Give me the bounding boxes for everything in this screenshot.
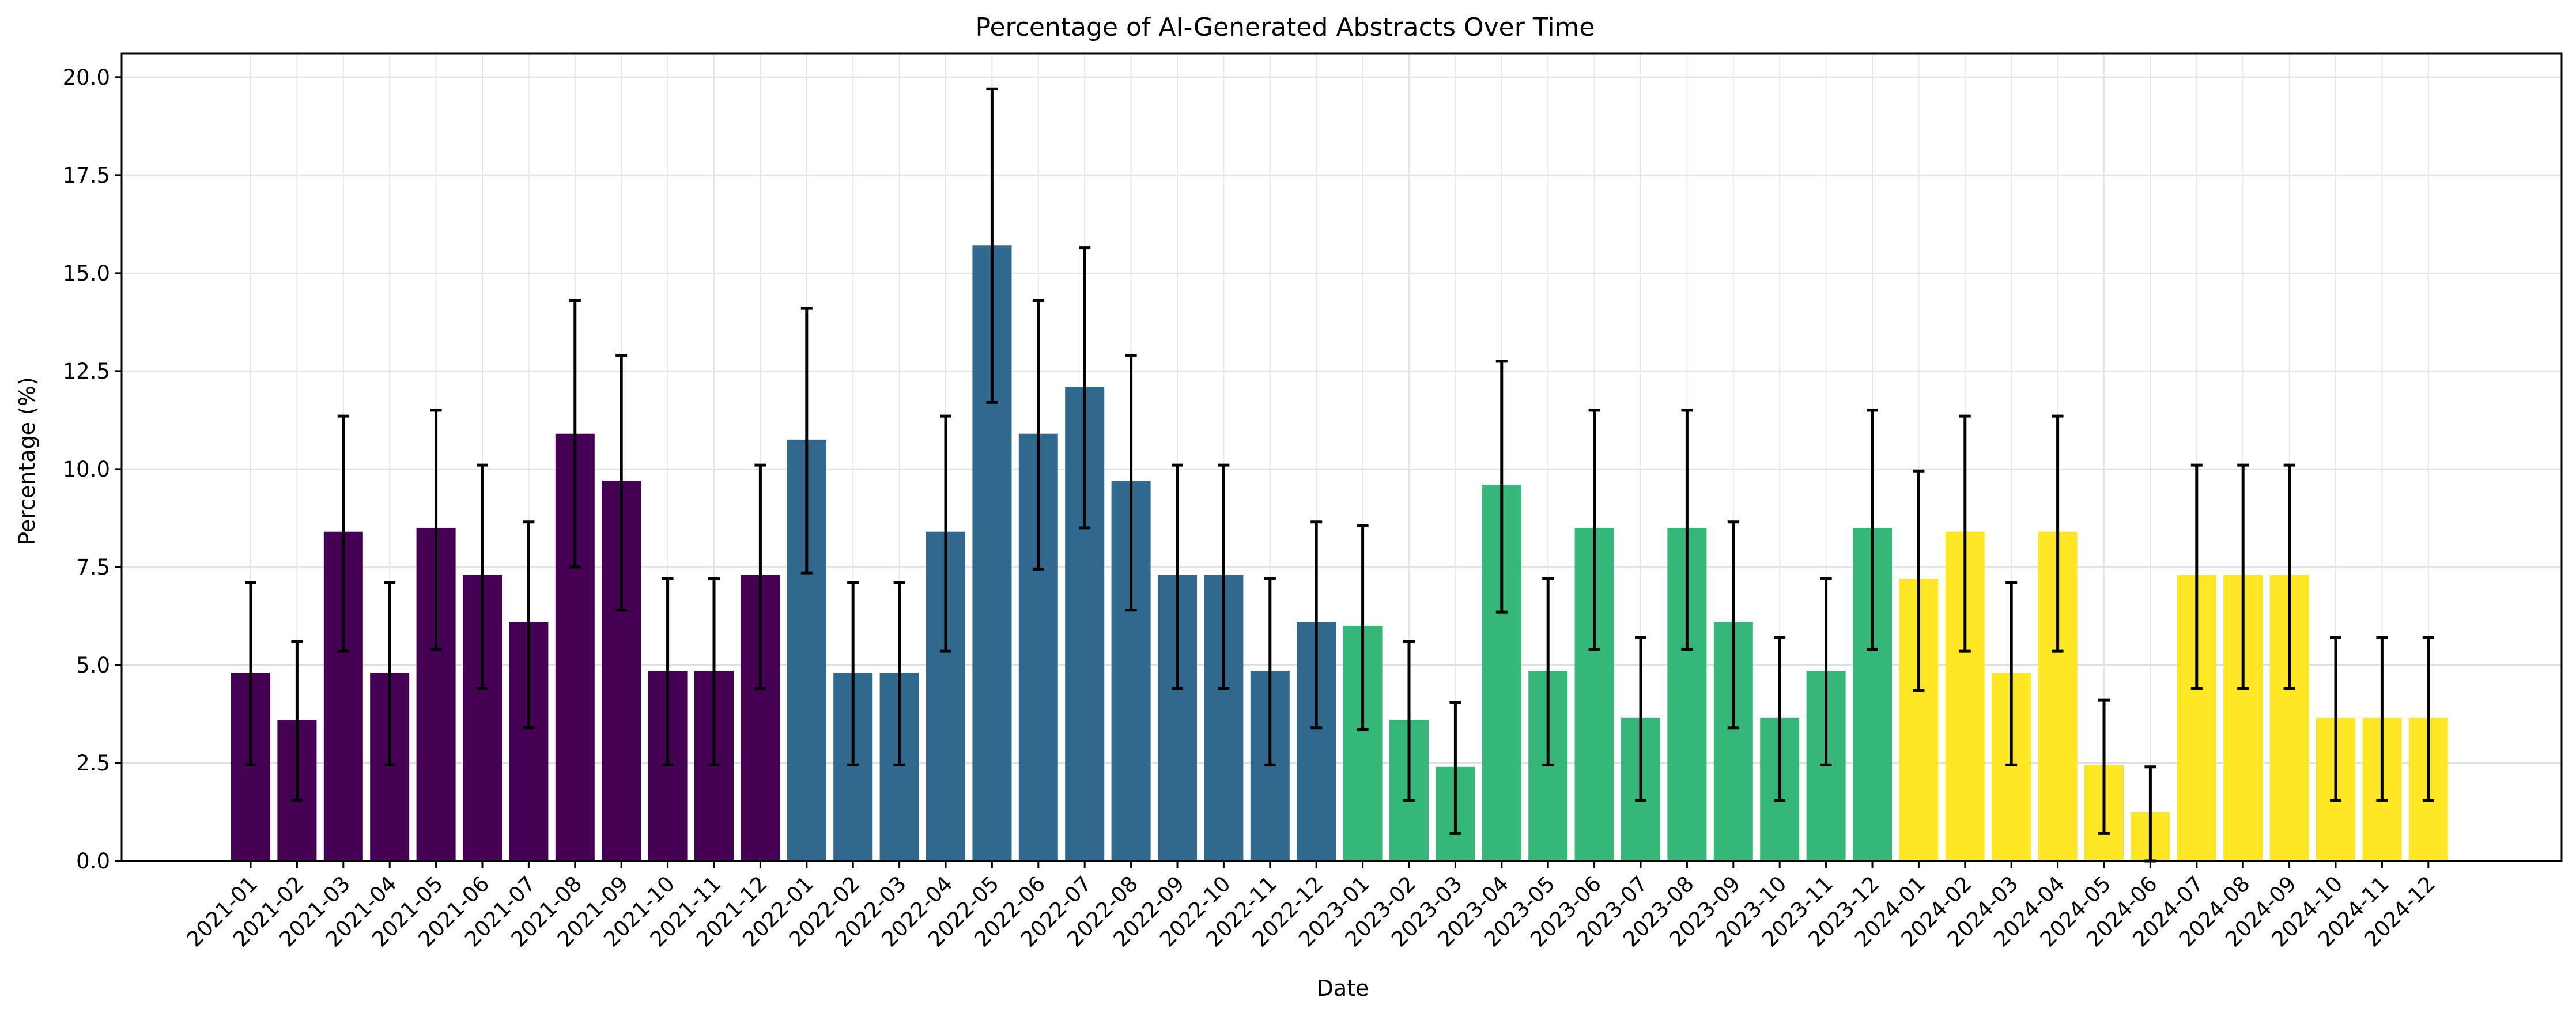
error-bar [1079,246,1091,530]
error-bar [1774,636,1786,802]
error-bar [1172,463,1183,690]
error-bar [384,581,396,766]
error-bar [1403,640,1415,802]
error-bar [2098,698,2110,835]
error-bar [1588,409,1600,651]
y-tick-label: 5.0 [76,653,110,678]
error-bar [893,581,905,766]
error-bar [2237,463,2249,690]
error-bar [2330,636,2341,802]
error-bar [754,463,766,690]
y-tick-label: 12.5 [63,359,110,384]
y-tick-label: 0.0 [76,849,110,874]
error-bar [800,307,813,575]
error-bars [245,87,2434,863]
y-axis-ticks: 0.0 2.5 5.0 7.5 10.0 12.5 15.0 17.5 20.0 [63,65,122,874]
error-bar [1635,636,1646,802]
error-bar [1264,577,1276,766]
error-bar [1542,577,1554,766]
error-bar [569,299,581,569]
plot-frame [120,52,2563,862]
error-bar [1959,414,1971,653]
error-bar [2376,636,2388,802]
error-bar [1681,409,1693,651]
error-bar [245,581,256,766]
error-bar [615,354,628,612]
error-bar [1727,520,1739,730]
error-bar [523,520,535,730]
error-bar [2005,581,2018,766]
error-bar [477,463,488,690]
error-bar [986,87,998,404]
x-axis-label: Date [1317,976,1369,1001]
error-bar [337,414,349,653]
error-bar [662,577,674,766]
error-bar [1125,354,1137,612]
error-bar [1495,360,1508,614]
error-bar [2190,463,2203,690]
error-bar [1310,520,1323,730]
error-bar [2422,636,2434,802]
error-bar [430,409,442,651]
error-bar [1218,463,1230,690]
y-axis-label: Percentage (%) [14,377,40,545]
y-tick-label: 17.5 [63,163,110,188]
error-bar [1820,577,1832,766]
chart-title: Percentage of AI-Generated Abstracts Ove… [976,13,1595,42]
error-bar [2052,414,2064,653]
error-bar [940,414,951,653]
error-bar [1449,701,1461,835]
error-bar [1867,409,1878,651]
error-bar [1032,299,1044,571]
error-bar [1357,524,1369,731]
error-bar [2283,463,2295,690]
error-bar [708,577,720,766]
y-tick-label: 10.0 [63,457,110,482]
error-bar [847,581,859,766]
y-tick-label: 15.0 [63,261,110,286]
y-tick-label: 2.5 [76,751,110,776]
error-bar [1913,469,1925,692]
error-bar [291,640,303,802]
y-tick-label: 7.5 [76,555,110,580]
y-tick-label: 20.0 [63,65,110,90]
